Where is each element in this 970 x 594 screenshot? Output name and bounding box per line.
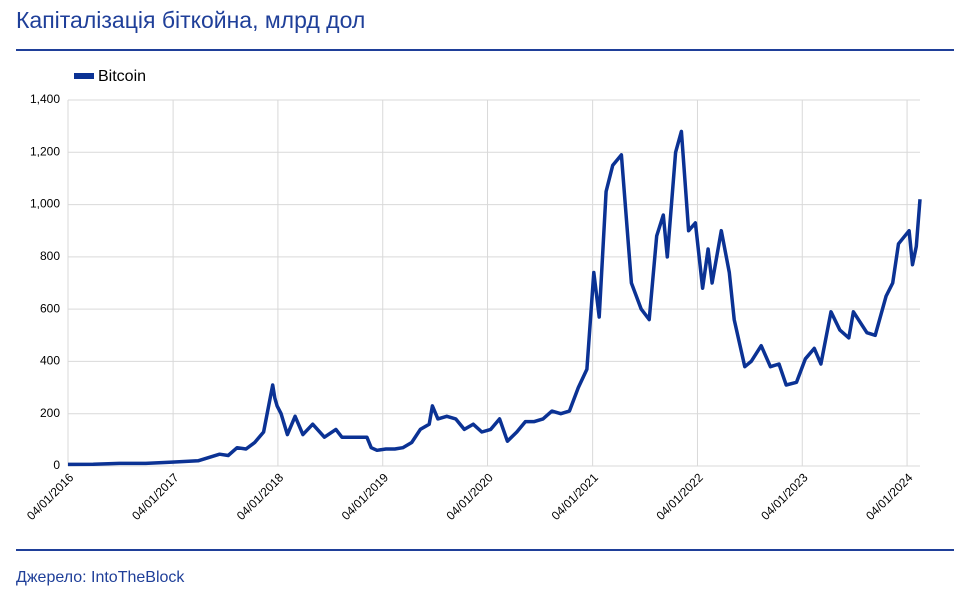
x-tick-label: 04/01/2019: [339, 470, 392, 523]
source: Джерело: IntoTheBlock: [16, 569, 185, 586]
y-tick-label: 800: [40, 249, 60, 263]
line: [67, 129, 922, 467]
chart-title: Капіталізація біткойна, млрд дол: [16, 7, 365, 33]
y-tick-label: 1,000: [30, 197, 60, 211]
x-tick-label: 04/01/2023: [758, 470, 811, 523]
x-tick-label: 04/01/2021: [549, 470, 602, 523]
x-tick-label: 04/01/2016: [24, 470, 77, 523]
x-tick-label: 04/01/2024: [863, 470, 916, 523]
y-tick-label: 1,200: [30, 144, 60, 158]
y-tick-label: 600: [40, 301, 60, 315]
x-tick-label: 04/01/2022: [653, 470, 706, 523]
y-tick-label: 0: [53, 458, 60, 472]
x-tick-label: 04/01/2020: [444, 470, 497, 523]
legend-label: Bitcoin: [98, 68, 146, 85]
x-tick-label: 04/01/2017: [129, 470, 182, 523]
y-tick-label: 400: [40, 354, 60, 368]
y-tick-label: 200: [40, 406, 60, 420]
y-tick-label: 1,400: [30, 92, 60, 106]
x-tick-label: 04/01/2018: [234, 470, 287, 523]
